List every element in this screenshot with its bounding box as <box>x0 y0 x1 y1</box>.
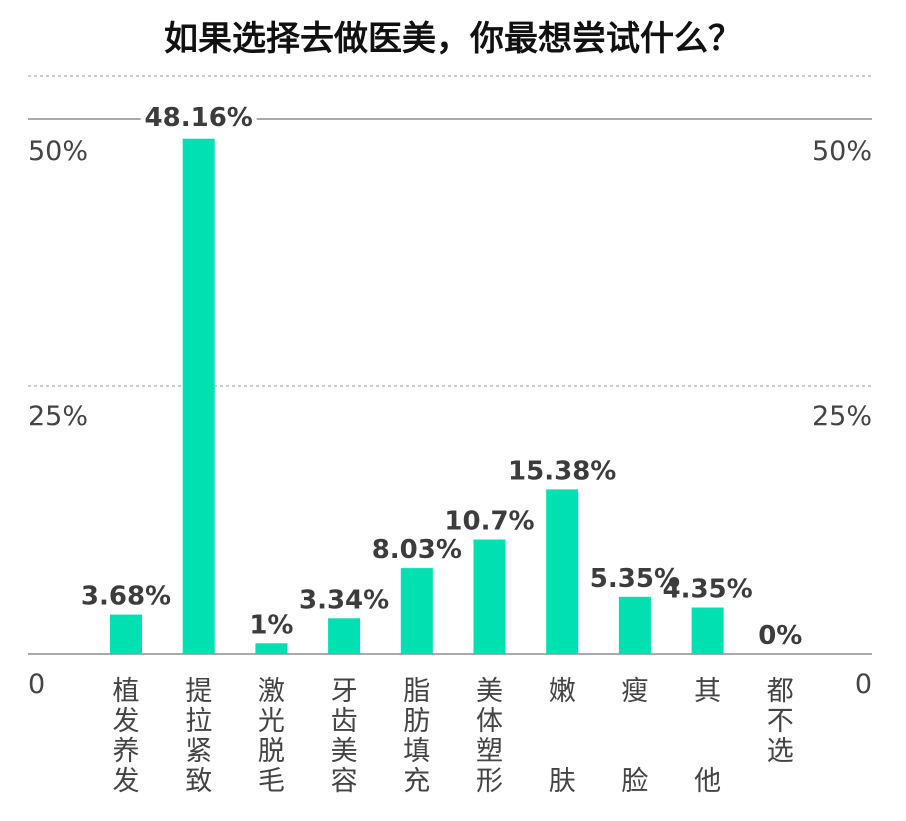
category-label-4-char-2: 齿 <box>331 706 358 737</box>
bar-9 <box>691 607 724 654</box>
bar-3 <box>255 643 288 654</box>
category-label-1-char-2: 发 <box>113 706 140 737</box>
category-label-3-char-1: 激 <box>258 676 285 707</box>
bar-7 <box>546 489 579 654</box>
category-label-7-char-1: 嫩 <box>549 676 576 707</box>
category-label-1-char-4: 发 <box>113 766 140 797</box>
category-label-6-char-3: 塑 <box>476 736 503 767</box>
category-label-6-char-1: 美 <box>476 676 503 707</box>
category-label-3-char-2: 光 <box>258 706 285 737</box>
category-label-6-char-2: 体 <box>476 706 503 737</box>
bar-5 <box>400 568 433 654</box>
category-label-1-char-1: 植 <box>113 676 140 707</box>
category-label-8-char-1: 瘦 <box>621 676 648 707</box>
value-label-1: 3.68% <box>81 582 171 612</box>
bars-group <box>110 138 724 654</box>
category-label-5-char-4: 充 <box>403 766 430 797</box>
category-label-2-char-1: 提 <box>185 676 212 707</box>
chart-title: 如果选择去做医美，你最想尝试什么？ <box>164 19 742 59</box>
value-label-3: 1% <box>249 610 293 640</box>
category-label-4-char-1: 牙 <box>331 676 358 707</box>
value-label-4: 3.34% <box>299 585 389 615</box>
bar-2 <box>182 138 215 654</box>
category-label-5-char-2: 肪 <box>403 706 430 737</box>
value-label-8: 5.35% <box>590 564 680 594</box>
value-label-2: 48.16% <box>145 103 253 133</box>
value-label-backdrop <box>140 100 257 134</box>
category-label-10-char-1: 都 <box>767 676 794 707</box>
category-label-2-char-4: 致 <box>185 766 212 797</box>
category-label-4-char-4: 容 <box>331 766 358 797</box>
category-label-4-char-3: 美 <box>331 736 358 767</box>
value-label-10: 0% <box>758 621 802 651</box>
category-label-3-char-3: 脱 <box>258 736 285 767</box>
category-label-9-char-1: 其 <box>694 676 721 707</box>
category-label-10-char-3: 选 <box>767 736 794 767</box>
category-label-6-char-4: 形 <box>476 766 503 797</box>
value-label-5: 8.03% <box>372 535 462 565</box>
y-tick-right-0: 0 <box>855 669 872 700</box>
category-label-7-char-2: 肤 <box>549 766 576 797</box>
bar-1 <box>110 614 142 654</box>
category-label-5-char-3: 填 <box>403 736 430 767</box>
category-label-5-char-1: 脂 <box>403 676 430 707</box>
y-tick-right-50: 50% <box>812 136 872 167</box>
value-label-6: 10.7% <box>444 507 534 537</box>
bar-8 <box>618 596 651 654</box>
category-label-3-char-4: 毛 <box>258 766 285 797</box>
y-tick-left-0: 0 <box>28 669 45 700</box>
value-label-7: 15.38% <box>508 456 616 486</box>
category-label-2-char-3: 紧 <box>185 736 212 767</box>
bar-4 <box>328 618 361 654</box>
category-label-8-char-2: 脸 <box>621 766 648 797</box>
category-label-10-char-2: 不 <box>767 706 794 737</box>
value-label-9: 4.35% <box>662 575 752 605</box>
category-label-2-char-2: 拉 <box>185 706 212 737</box>
y-tick-right-25: 25% <box>812 401 872 432</box>
value-labels-group: 3.68% 48.16% 1%3.34% 8.03%10.7% 15.38% 5.35%4… <box>81 100 802 651</box>
category-label-9-char-2: 他 <box>694 766 721 797</box>
y-tick-left-50: 50% <box>28 136 88 167</box>
bar-6 <box>473 539 506 654</box>
category-label-1-char-3: 养 <box>113 736 140 767</box>
y-tick-left-25: 25% <box>28 401 88 432</box>
